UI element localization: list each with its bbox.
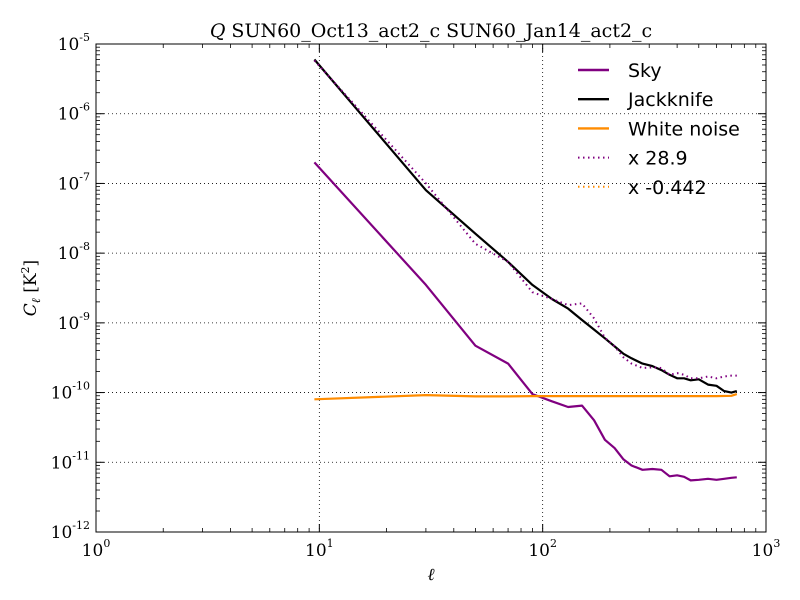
legend-label: x 28.9 bbox=[628, 148, 688, 170]
y-tick-label: 10-5 bbox=[58, 31, 90, 55]
plot-frame bbox=[95, 43, 767, 533]
legend-label: Sky bbox=[628, 60, 662, 82]
x-tick-label: 101 bbox=[305, 537, 334, 561]
y-tick-label: 10-6 bbox=[58, 101, 90, 125]
chart-title: Q SUN60_Oct13_act2_c SUN60_Jan14_act2_c bbox=[210, 20, 652, 42]
legend-label: Jackknife bbox=[627, 89, 713, 111]
plot-series bbox=[313, 58, 738, 482]
x-tick-label: 100 bbox=[82, 537, 111, 561]
x-tick-label: 103 bbox=[752, 537, 781, 561]
series-line-3 bbox=[313, 59, 737, 380]
axis-ticks bbox=[95, 43, 767, 533]
x-axis-label: ℓ bbox=[427, 565, 434, 585]
grid bbox=[96, 44, 766, 532]
y-axis-label: Cℓ [K2] bbox=[19, 260, 43, 316]
y-tick-label: 10-11 bbox=[51, 449, 90, 473]
y-tick-label: 10-12 bbox=[51, 519, 90, 543]
legend-label: White noise bbox=[628, 118, 740, 140]
legend: Sky Jackknife White noise x 28.9 x -0.442 bbox=[578, 60, 740, 199]
series-line-0 bbox=[313, 161, 737, 482]
series-line-1 bbox=[313, 58, 738, 394]
y-tick-label: 10-10 bbox=[51, 380, 90, 404]
y-tick-label: 10-8 bbox=[58, 240, 90, 264]
x-tick-label: 102 bbox=[528, 537, 557, 561]
series-line-2 bbox=[314, 393, 738, 401]
y-tick-labels: 10-5 10-6 10-7 10-8 10-9 10-10 10-11 10-12 bbox=[51, 31, 90, 543]
y-tick-label: 10-9 bbox=[58, 310, 90, 334]
legend-label: x -0.442 bbox=[628, 177, 707, 199]
x-tick-labels: 100 101 102 103 bbox=[82, 537, 781, 561]
y-tick-label: 10-7 bbox=[58, 170, 90, 194]
